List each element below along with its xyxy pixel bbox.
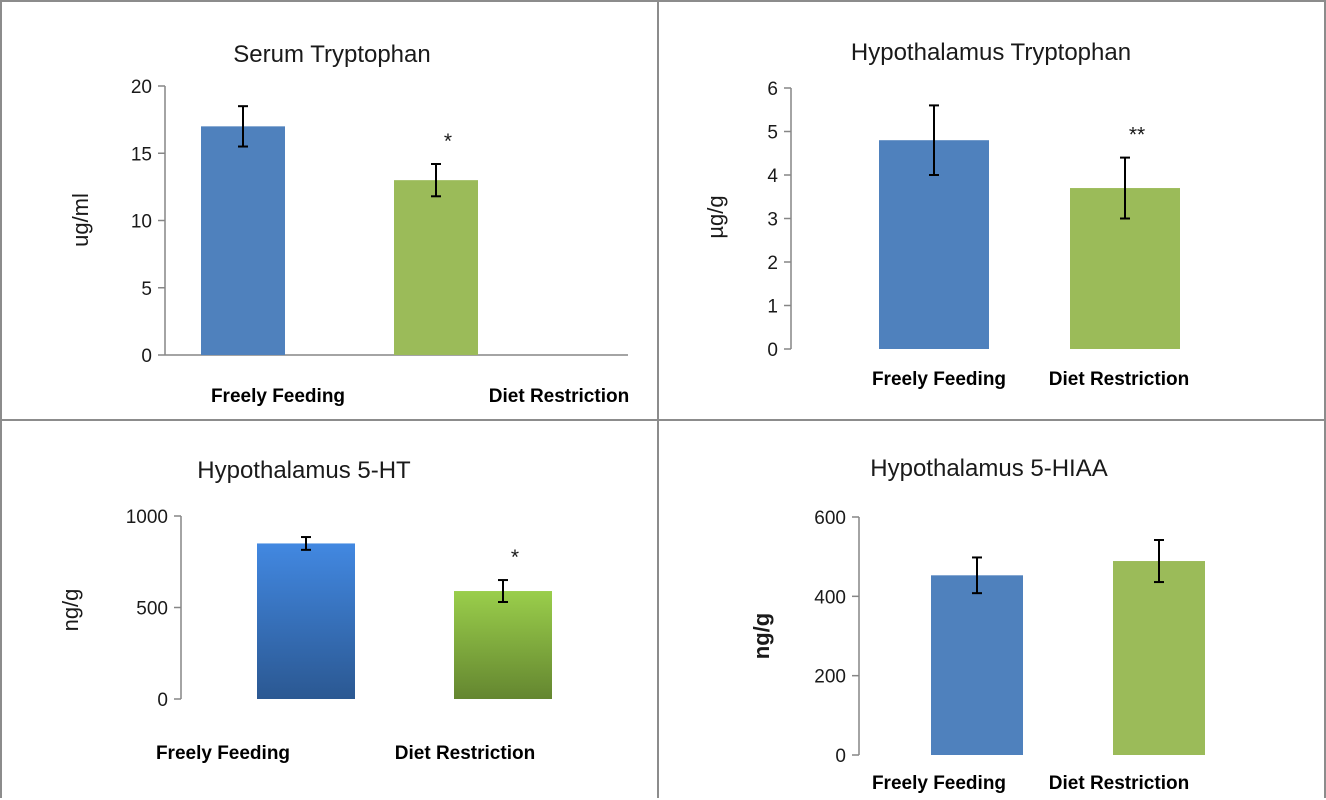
bar bbox=[1113, 561, 1205, 755]
chart-panel-hypothalamus-5ht: Hypothalamus 5-HT ng/g 0 500 1000 Freely Feed… bbox=[0, 419, 662, 798]
y-tick-label: 200 bbox=[814, 667, 846, 688]
category-label: Freely Feeding bbox=[156, 743, 290, 764]
chart-title: Hypothalamus 5-HT bbox=[197, 457, 411, 484]
y-axis-label: ng/g bbox=[749, 613, 774, 659]
y-tick-label: 0 bbox=[767, 340, 778, 361]
y-tick-label: 1 bbox=[767, 297, 778, 318]
y-tick-label: 0 bbox=[835, 746, 846, 767]
bar bbox=[201, 126, 285, 355]
y-tick-label: 15 bbox=[131, 144, 152, 165]
category-label: Freely Feeding bbox=[211, 386, 345, 407]
y-tick-label: 6 bbox=[767, 79, 778, 100]
category-label: Diet Restriction bbox=[1049, 773, 1189, 794]
chart-svg: Hypothalamus Tryptophan µg/g 0 1 2 3 4 5 6 Freely… bbox=[703, 39, 1189, 390]
chart-panel-hypothalamus-tryptophan: Hypothalamus Tryptophan µg/g 0 1 2 3 4 5 6 Freely… bbox=[657, 0, 1326, 423]
y-tick-label: 3 bbox=[767, 210, 778, 231]
y-tick-label: 5 bbox=[141, 279, 152, 300]
chart-svg: Hypothalamus 5-HIAA ng/g 0 200 400 600 Freely … bbox=[749, 455, 1205, 794]
y-tick-label: 0 bbox=[141, 346, 152, 367]
chart-title: Serum Tryptophan bbox=[233, 41, 430, 68]
chart-svg: Serum Tryptophan ug/ml 0 5 10 15 20 Freely Feed… bbox=[68, 41, 629, 407]
y-tick-label: 10 bbox=[131, 212, 152, 233]
y-tick-label: 1000 bbox=[126, 507, 168, 528]
y-tick-label: 500 bbox=[136, 599, 168, 620]
y-axis-label: ug/ml bbox=[68, 193, 93, 247]
y-tick-label: 5 bbox=[767, 123, 778, 144]
significance-marker: ** bbox=[1129, 124, 1145, 147]
y-tick-label: 0 bbox=[157, 690, 168, 711]
chart-panel-hypothalamus-5hiaa: Hypothalamus 5-HIAA ng/g 0 200 400 600 Freely … bbox=[657, 419, 1326, 798]
y-tick-label: 2 bbox=[767, 253, 778, 274]
y-tick-label: 4 bbox=[767, 166, 778, 187]
bar bbox=[454, 591, 552, 699]
y-axis-label: ng/g bbox=[58, 589, 83, 632]
bar bbox=[931, 575, 1023, 755]
category-label: Diet Restriction bbox=[1049, 369, 1189, 390]
y-tick-label: 20 bbox=[131, 77, 152, 98]
y-axis-label: µg/g bbox=[703, 195, 728, 238]
significance-marker: * bbox=[444, 130, 452, 153]
significance-marker: * bbox=[511, 546, 519, 569]
chart-title: Hypothalamus Tryptophan bbox=[851, 39, 1131, 66]
category-label: Diet Restriction bbox=[395, 743, 535, 764]
category-label: Freely Feeding bbox=[872, 369, 1006, 390]
chart-svg: Hypothalamus 5-HT ng/g 0 500 1000 Freely Feed… bbox=[58, 457, 552, 764]
bar bbox=[257, 543, 355, 699]
category-label: Diet Restriction bbox=[489, 386, 629, 407]
category-label: Freely Feeding bbox=[872, 773, 1006, 794]
chart-panel-serum-tryptophan: Serum Tryptophan ug/ml 0 5 10 15 20 Freely Feed… bbox=[0, 0, 662, 423]
y-tick-label: 400 bbox=[814, 587, 846, 608]
chart-title: Hypothalamus 5-HIAA bbox=[870, 455, 1107, 482]
bar bbox=[394, 180, 478, 355]
y-tick-label: 600 bbox=[814, 508, 846, 529]
